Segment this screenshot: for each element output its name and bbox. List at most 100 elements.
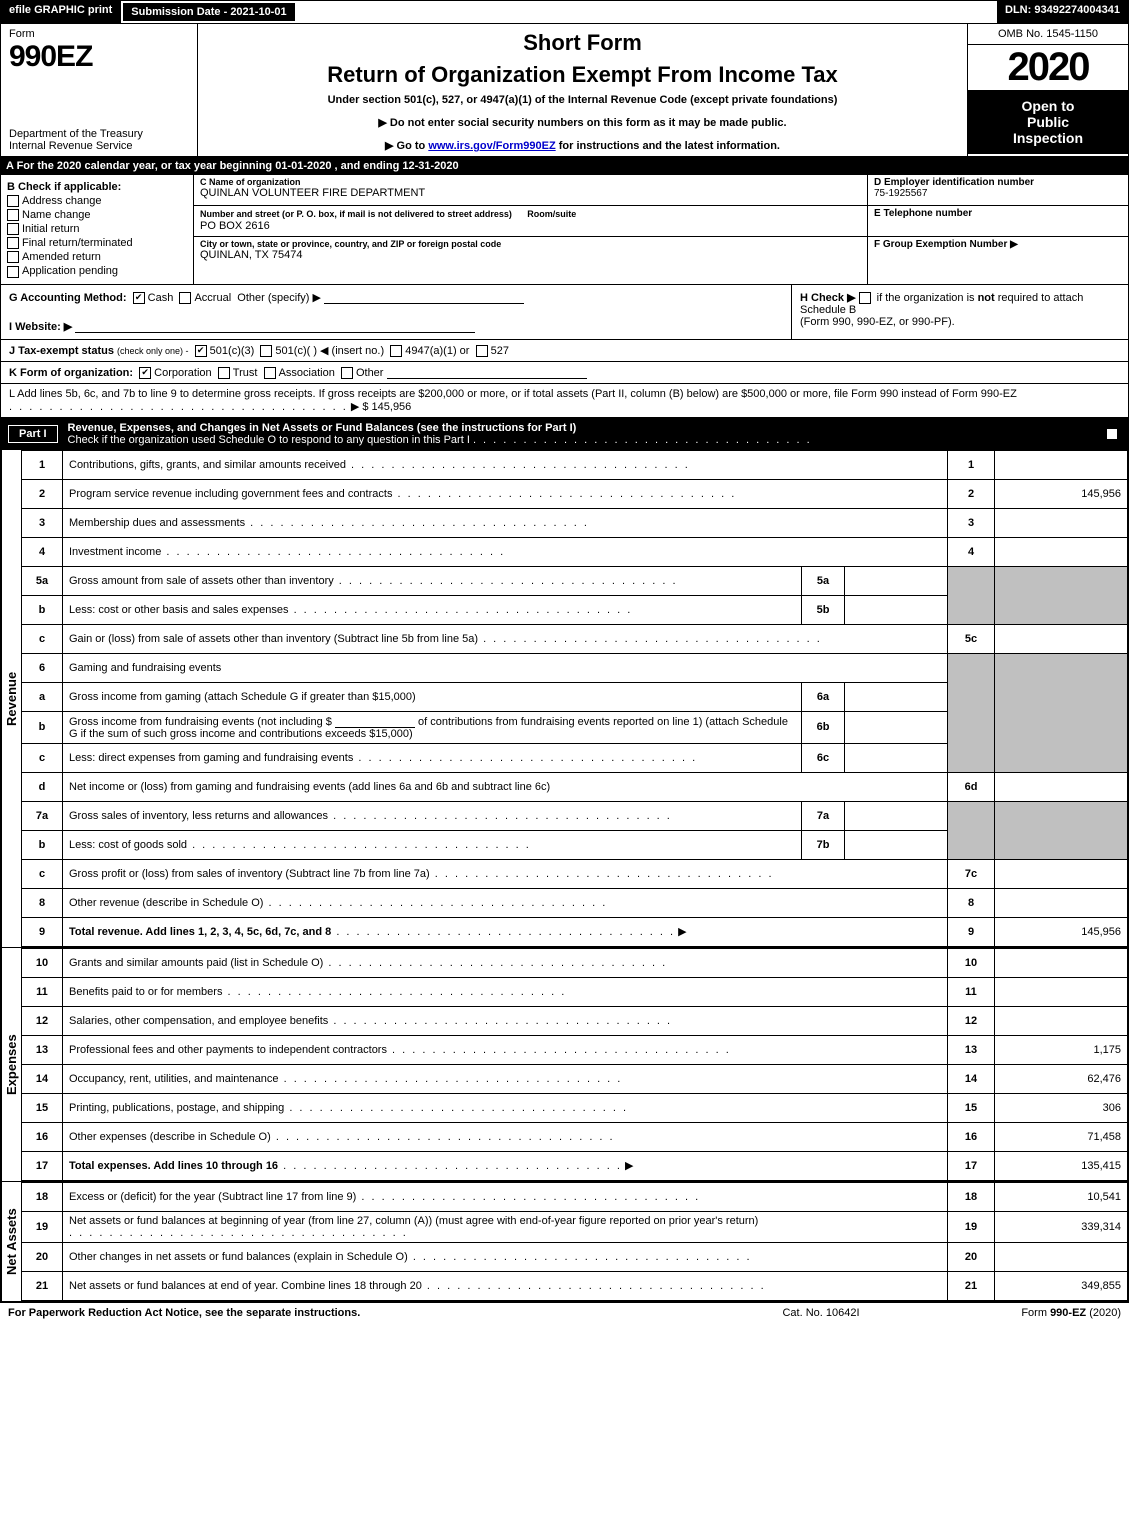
phone-cell: E Telephone number <box>868 206 1128 237</box>
k-label: K Form of organization: <box>9 367 133 379</box>
l7c-col: 7c <box>948 859 995 888</box>
part1-label: Part I <box>8 425 58 443</box>
subtitle: Under section 501(c), 527, or 4947(a)(1)… <box>208 94 957 106</box>
l3-num: 3 <box>22 508 63 537</box>
website-input[interactable] <box>75 320 475 333</box>
line-1: 1Contributions, gifts, grants, and simil… <box>22 450 1128 479</box>
l7-grayamt <box>995 801 1128 859</box>
l19-desc: Net assets or fund balances at beginning… <box>69 1215 758 1227</box>
l11-desc: Benefits paid to or for members <box>69 986 222 998</box>
l1-amt <box>995 450 1128 479</box>
expenses-table: 10Grants and similar amounts paid (list … <box>21 948 1128 1181</box>
k-other-input[interactable] <box>387 366 587 379</box>
h-label: H Check ▶ <box>800 292 856 304</box>
website-line: I Website: ▶ <box>9 320 783 333</box>
j-label: J Tax-exempt status <box>9 345 114 357</box>
l5c-col: 5c <box>948 624 995 653</box>
group-cell: F Group Exemption Number ▶ <box>868 237 1128 267</box>
checkbox-accrual[interactable] <box>179 292 191 304</box>
l12-num: 12 <box>22 1006 63 1035</box>
checkbox-trust[interactable] <box>218 367 230 379</box>
checkbox-assoc[interactable] <box>264 367 276 379</box>
footer-right-form: 990-EZ <box>1050 1307 1086 1319</box>
return-title: Return of Organization Exempt From Incom… <box>208 62 957 88</box>
line-9: 9Total revenue. Add lines 1, 2, 3, 4, 5c… <box>22 917 1128 946</box>
checkbox-corp[interactable] <box>139 367 151 379</box>
l7a-in: 7a <box>802 801 845 830</box>
checkbox-h[interactable] <box>859 292 871 304</box>
l6c-desc: Less: direct expenses from gaming and fu… <box>69 752 353 764</box>
l7a-desc: Gross sales of inventory, less returns a… <box>69 810 328 822</box>
l6d-amt <box>995 772 1128 801</box>
l6a-desc: Gross income from gaming (attach Schedul… <box>69 691 416 703</box>
k-corp: Corporation <box>154 367 211 379</box>
l6c-num: c <box>22 743 63 772</box>
l11-col: 11 <box>948 977 995 1006</box>
org-addr-cell: Number and street (or P. O. box, if mail… <box>194 206 867 237</box>
checkbox-501c[interactable] <box>260 345 272 357</box>
line-17: 17Total expenses. Add lines 10 through 1… <box>22 1151 1128 1180</box>
l5a-inval <box>845 566 948 595</box>
l6d-num: d <box>22 772 63 801</box>
k-line: K Form of organization: Corporation Trus… <box>0 362 1129 384</box>
checkbox-4947[interactable] <box>390 345 402 357</box>
checkbox-final[interactable] <box>7 237 19 249</box>
l3-col: 3 <box>948 508 995 537</box>
goto-line: ▶ Go to www.irs.gov/Form990EZ for instru… <box>208 139 957 152</box>
checkbox-527[interactable] <box>476 345 488 357</box>
line-3: 3Membership dues and assessments3 <box>22 508 1128 537</box>
b-header: B Check if applicable: <box>7 181 121 193</box>
gh-block: G Accounting Method: Cash Accrual Other … <box>0 285 1129 340</box>
netassets-section: Net Assets 18Excess or (deficit) for the… <box>0 1182 1129 1302</box>
footer-center: Cat. No. 10642I <box>721 1307 921 1319</box>
l3-amt <box>995 508 1128 537</box>
l13-desc: Professional fees and other payments to … <box>69 1044 387 1056</box>
checkbox-cash[interactable] <box>133 292 145 304</box>
j-line: J Tax-exempt status (check only one) - 5… <box>0 340 1129 362</box>
efile-label[interactable]: efile GRAPHIC print <box>1 1 121 23</box>
l9-amt: 145,956 <box>995 917 1128 946</box>
l11-num: 11 <box>22 977 63 1006</box>
goto-pre: ▶ Go to <box>385 140 428 152</box>
g-other-input[interactable] <box>324 291 524 304</box>
phone-label: E Telephone number <box>874 208 972 219</box>
g-cash: Cash <box>148 292 174 304</box>
l6b-input[interactable] <box>335 715 415 728</box>
l15-num: 15 <box>22 1093 63 1122</box>
checkbox-amended[interactable] <box>7 251 19 263</box>
l16-desc: Other expenses (describe in Schedule O) <box>69 1131 271 1143</box>
expenses-label: Expenses <box>1 948 21 1181</box>
l11-amt <box>995 977 1128 1006</box>
l9-num: 9 <box>22 917 63 946</box>
l4-col: 4 <box>948 537 995 566</box>
l7c-amt <box>995 859 1128 888</box>
checkbox-address[interactable] <box>7 195 19 207</box>
l20-col: 20 <box>948 1242 995 1271</box>
revenue-table: 1Contributions, gifts, grants, and simil… <box>21 450 1128 947</box>
footer-right-year: (2020) <box>1089 1307 1121 1319</box>
checkbox-initial[interactable] <box>7 223 19 235</box>
right-info-column: D Employer identification number 75-1925… <box>867 175 1128 284</box>
expenses-section: Expenses 10Grants and similar amounts pa… <box>0 948 1129 1182</box>
l17-amt: 135,415 <box>995 1151 1128 1180</box>
gh-left: G Accounting Method: Cash Accrual Other … <box>1 285 791 339</box>
checkbox-pending[interactable] <box>7 266 19 278</box>
part1-checkbox[interactable] <box>1106 428 1118 440</box>
l5-graycol <box>948 566 995 624</box>
submission-date: Submission Date - 2021-10-01 <box>122 2 295 22</box>
checkbox-other[interactable] <box>341 367 353 379</box>
checkbox-name[interactable] <box>7 209 19 221</box>
j-501c: 501(c)( ) ◀ (insert no.) <box>275 345 384 357</box>
ein-cell: D Employer identification number 75-1925… <box>868 175 1128 206</box>
app-pending: Application pending <box>22 265 118 277</box>
goto-link[interactable]: www.irs.gov/Form990EZ <box>428 140 555 152</box>
l13-amt: 1,175 <box>995 1035 1128 1064</box>
department: Department of the Treasury Internal Reve… <box>9 128 189 152</box>
org-city-cell: City or town, state or province, country… <box>194 237 867 267</box>
line-20: 20Other changes in net assets or fund ba… <box>22 1242 1128 1271</box>
checkbox-501c3[interactable] <box>195 345 207 357</box>
l6b-num: b <box>22 711 63 743</box>
l6a-inval <box>845 682 948 711</box>
l4-amt <box>995 537 1128 566</box>
form-word: Form <box>9 28 189 40</box>
